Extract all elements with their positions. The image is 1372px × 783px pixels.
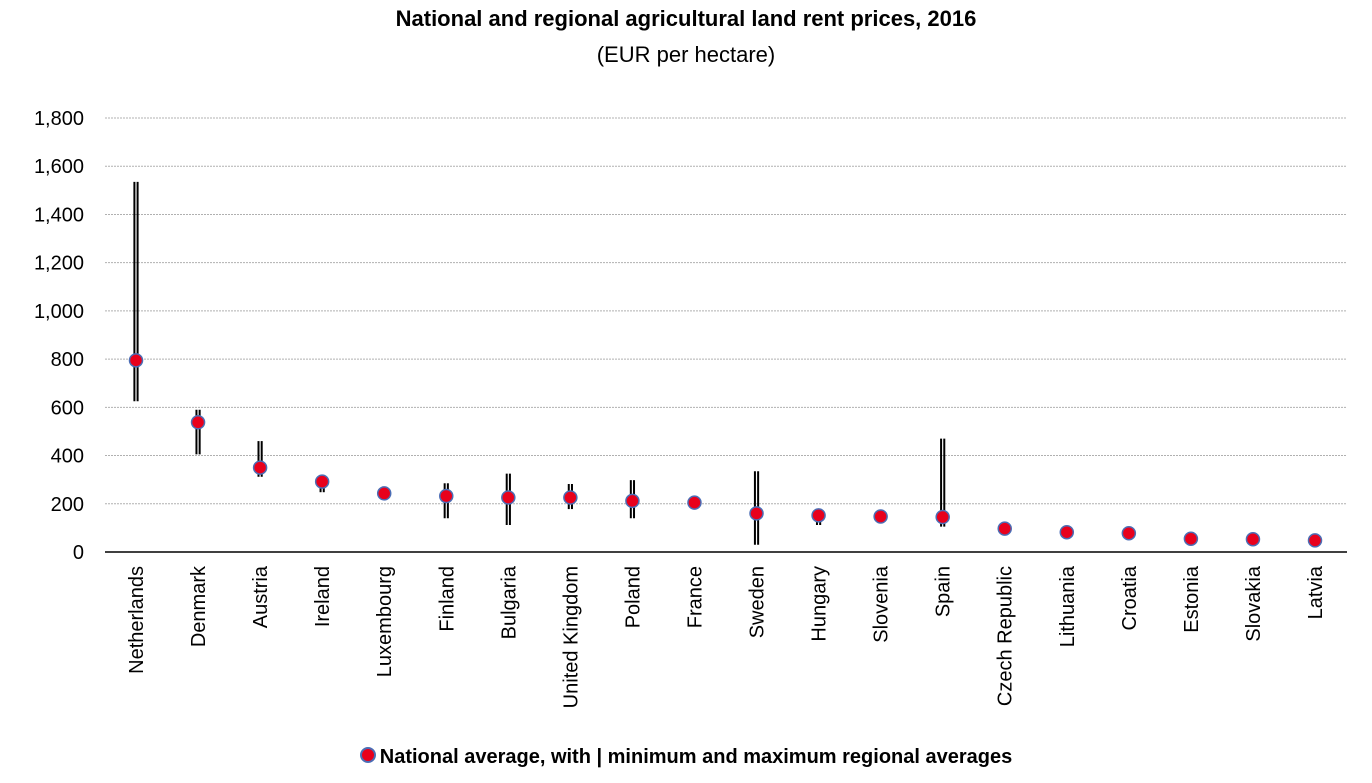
data-point <box>439 488 454 504</box>
chart-subtitle: (EUR per hectare) <box>596 42 776 67</box>
data-point <box>935 509 950 525</box>
data-point <box>687 495 702 510</box>
data-point <box>873 509 888 524</box>
data-point <box>190 415 206 430</box>
data-point <box>1183 531 1199 546</box>
x-tick-label: Hungary <box>809 566 831 642</box>
data-point <box>749 506 764 521</box>
data-point <box>811 508 826 523</box>
x-tick-label: Slovenia <box>871 565 893 643</box>
x-tick-label: Poland <box>622 566 644 628</box>
x-tick-label: Croatia <box>1119 565 1141 630</box>
data-point <box>1121 525 1137 541</box>
legend-label: National average, with | minimum and max… <box>379 746 1013 768</box>
y-tick-label: 1,600 <box>34 156 84 178</box>
x-tick-label: Slovakia <box>1243 565 1265 641</box>
x-tick-label: Sweden <box>747 566 769 638</box>
x-tick-label: Latvia <box>1305 565 1327 619</box>
data-point <box>997 521 1012 536</box>
y-tick-label: 1,200 <box>34 253 84 275</box>
x-tick-label: Spain <box>933 566 955 617</box>
data-point <box>1059 524 1075 540</box>
y-tick-label: 1,400 <box>34 204 84 226</box>
data-point <box>563 490 578 505</box>
data-point <box>501 490 516 505</box>
x-tick-label: United Kingdom <box>560 566 582 708</box>
y-tick-label: 800 <box>51 349 84 371</box>
y-tick-label: 400 <box>51 446 84 468</box>
x-tick-label: Bulgaria <box>498 565 520 639</box>
y-tick-label: 0 <box>73 542 84 564</box>
data-point <box>1245 531 1261 547</box>
y-tick-label: 600 <box>51 397 84 419</box>
data-point <box>625 493 640 509</box>
x-tick-label: Denmark <box>188 565 210 647</box>
x-tick-label: Finland <box>436 566 458 632</box>
x-tick-label: Czech Republic <box>995 566 1017 706</box>
x-tick-label: France <box>684 566 706 628</box>
x-tick-label: Lithuania <box>1057 565 1079 647</box>
data-point <box>128 353 144 368</box>
x-tick-label: Ireland <box>312 566 334 627</box>
data-point <box>252 460 268 475</box>
data-point <box>314 474 330 489</box>
y-tick-label: 1,800 <box>34 108 84 130</box>
x-tick-label: Netherlands <box>126 566 148 674</box>
x-tick-label: Luxembourg <box>374 566 396 677</box>
y-tick-label: 200 <box>51 494 84 516</box>
data-point <box>376 486 392 501</box>
x-tick-label: Estonia <box>1181 565 1203 633</box>
chart-title: National and regional agricultural land … <box>395 6 977 31</box>
x-tick-label: Austria <box>250 565 272 628</box>
legend-marker-icon <box>359 747 376 763</box>
chart-plot: 0 200 400 600 800 1,000 1,200 1,400 1,600 1,800 Ne… <box>34 108 1347 708</box>
data-point <box>1307 533 1323 548</box>
chart-legend: National average, with | minimum and max… <box>0 746 1372 769</box>
y-tick-label: 1,000 <box>34 301 84 323</box>
